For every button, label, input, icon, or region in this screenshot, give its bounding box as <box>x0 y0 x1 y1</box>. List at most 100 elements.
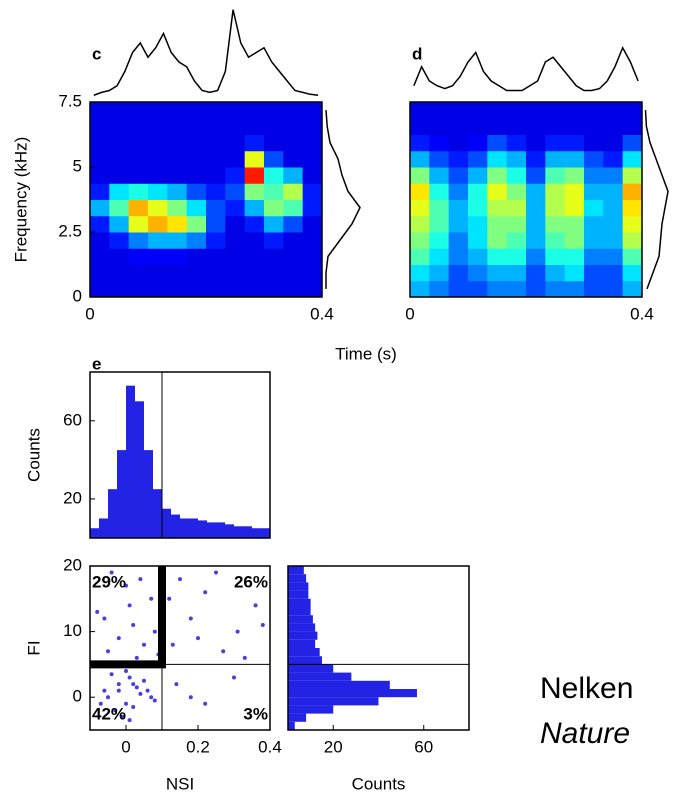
spectrogram-cell <box>90 248 110 265</box>
spectrogram-cell <box>128 232 149 249</box>
spectrogram-cell <box>109 215 130 233</box>
spectrogram-cell <box>468 280 488 298</box>
spectrogram-cell <box>206 150 226 168</box>
spectrogram-cell <box>302 118 323 135</box>
spectrogram-cell <box>429 183 450 200</box>
spectrogram-cell <box>468 102 488 119</box>
spectrogram-cell <box>167 183 188 200</box>
histogram-bar <box>288 631 318 640</box>
scatter-point <box>242 655 247 660</box>
spectrogram-cell <box>283 167 304 184</box>
spectrogram-cell <box>264 199 284 217</box>
spectrogram-cell <box>545 264 566 282</box>
x-tick-label: 60 <box>414 737 433 756</box>
spectrogram-cell <box>564 150 585 168</box>
spectrogram-cell <box>526 167 546 184</box>
spectrogram-cell <box>283 118 304 135</box>
spectrogram-cell <box>584 232 604 249</box>
spectrogram-cell <box>206 264 226 282</box>
histogram-bar <box>90 528 99 538</box>
spectrogram-cell <box>90 118 110 135</box>
spectrogram-cell <box>506 118 527 135</box>
spectrogram-cell <box>206 102 226 119</box>
spectrogram-cell <box>468 264 488 282</box>
spectrogram-cell <box>545 150 566 168</box>
spectrogram-cell <box>429 118 450 135</box>
spectrogram-cell <box>302 232 323 249</box>
spectrogram-cell <box>225 232 246 249</box>
spectrogram-cell <box>622 199 643 217</box>
spectrogram-cell <box>487 280 508 298</box>
scatter-point <box>134 655 139 660</box>
spectrogram-cell <box>109 183 130 200</box>
spectrogram-cell <box>448 199 469 217</box>
scatter-point <box>102 688 107 693</box>
spectrum-trace <box>325 110 361 289</box>
spectrogram-cell <box>584 183 604 200</box>
spectrogram-cell <box>584 215 604 233</box>
spectrogram-cell <box>244 167 265 184</box>
spectrogram-cell <box>448 264 469 282</box>
spectrogram-cell <box>206 134 226 152</box>
plot-frame <box>287 565 470 731</box>
histogram-bar <box>243 526 252 538</box>
x-tick-label: 0.4 <box>258 737 282 756</box>
y-tick-label: 0 <box>73 687 82 706</box>
histogram-bar <box>288 672 352 681</box>
spectrogram-cell <box>468 232 488 249</box>
spectrogram-cell <box>603 183 624 200</box>
spectrogram-cell <box>564 264 585 282</box>
spectrogram-cell <box>302 167 323 184</box>
scatter-point <box>152 698 157 703</box>
y-tick-label: 5 <box>73 156 82 175</box>
scatter-point <box>149 695 154 700</box>
spectrogram-cell <box>206 215 226 233</box>
spectrogram-cell <box>622 215 643 233</box>
spectrogram-cell <box>264 167 284 184</box>
spectrogram-cell <box>603 167 624 184</box>
spectrogram-cell <box>468 167 488 184</box>
spectrogram-cell <box>90 183 110 200</box>
spectrogram-cell <box>186 264 207 282</box>
spectrogram-cell <box>545 232 566 249</box>
spectrogram-cell <box>128 215 149 233</box>
spectrogram-cell <box>167 118 188 135</box>
y-tick-label: 0 <box>73 286 82 305</box>
spectrogram-cell <box>526 134 546 152</box>
spectrogram-cell <box>545 199 566 217</box>
spectrogram-cell <box>545 102 566 119</box>
spectrogram-cell <box>526 215 546 233</box>
spectrogram-cell <box>506 215 527 233</box>
scatter-point <box>109 672 114 677</box>
spectrogram-cell <box>225 280 246 298</box>
spectrogram-cell <box>167 215 188 233</box>
scatter-point <box>116 688 121 693</box>
scatter-point <box>109 570 114 575</box>
spectrogram-cell <box>225 264 246 282</box>
spectrogram-cell <box>564 183 585 200</box>
spectrogram-cell <box>283 134 304 152</box>
spectrogram-cell <box>283 280 304 298</box>
spectrogram-cell <box>109 167 130 184</box>
spectrogram-cell <box>167 232 188 249</box>
spectrogram-cell <box>148 199 168 217</box>
caption-journal: Nature <box>540 717 630 750</box>
spectrogram-cell <box>283 102 304 119</box>
spectrogram-cell <box>448 215 469 233</box>
scatter-point <box>106 695 110 700</box>
spectrogram-cell <box>564 248 585 265</box>
spectrogram-cell <box>244 150 265 168</box>
histogram-bar <box>252 528 261 538</box>
spectrogram-cell <box>429 199 450 217</box>
spectrogram-cell <box>109 248 130 265</box>
spectrogram-cell <box>302 215 323 233</box>
histogram-bar <box>225 524 234 538</box>
spectrogram-cell <box>584 264 604 282</box>
spectrogram-cell <box>410 199 430 217</box>
panel-label: e <box>92 354 101 373</box>
spectrogram-cell <box>468 199 488 217</box>
scatter-point <box>170 642 175 647</box>
spectrogram-cell <box>148 150 168 168</box>
spectrogram-cell <box>410 215 430 233</box>
spectrogram-cell <box>584 167 604 184</box>
